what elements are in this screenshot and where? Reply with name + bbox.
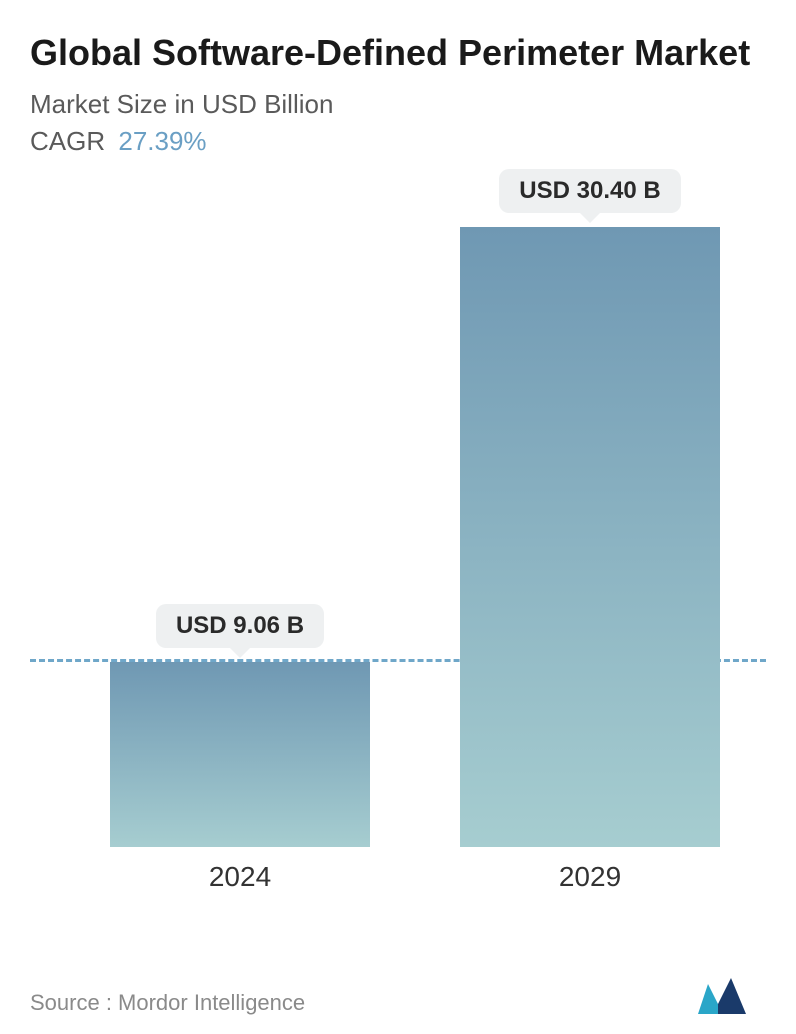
value-pill: USD 30.40 B bbox=[499, 169, 680, 213]
x-axis-label: 2029 bbox=[559, 861, 621, 893]
bar bbox=[460, 227, 720, 847]
bar bbox=[110, 662, 370, 847]
mordor-logo-icon bbox=[696, 976, 766, 1016]
bar-column: USD 30.40 B bbox=[460, 169, 720, 847]
chart-plot-area: USD 9.06 B USD 30.40 B bbox=[30, 167, 766, 847]
chart-title: Global Software-Defined Perimeter Market bbox=[30, 30, 766, 75]
source-text: Source : Mordor Intelligence bbox=[30, 990, 305, 1016]
bars-layer: USD 9.06 B USD 30.40 B bbox=[30, 167, 766, 847]
cagr-value: 27.39% bbox=[118, 126, 206, 156]
bar-column: USD 9.06 B bbox=[110, 604, 370, 847]
cagr-label: CAGR bbox=[30, 126, 105, 156]
cagr-row: CAGR 27.39% bbox=[30, 126, 766, 157]
chart-subtitle: Market Size in USD Billion bbox=[30, 89, 766, 120]
x-axis-labels: 2024 2029 bbox=[30, 861, 766, 901]
brand-logo bbox=[696, 976, 766, 1016]
x-axis-label: 2024 bbox=[209, 861, 271, 893]
value-pill: USD 9.06 B bbox=[156, 604, 324, 648]
chart-footer: Source : Mordor Intelligence bbox=[30, 976, 766, 1016]
chart-container: USD 9.06 B USD 30.40 B 2024 2029 bbox=[30, 167, 766, 901]
